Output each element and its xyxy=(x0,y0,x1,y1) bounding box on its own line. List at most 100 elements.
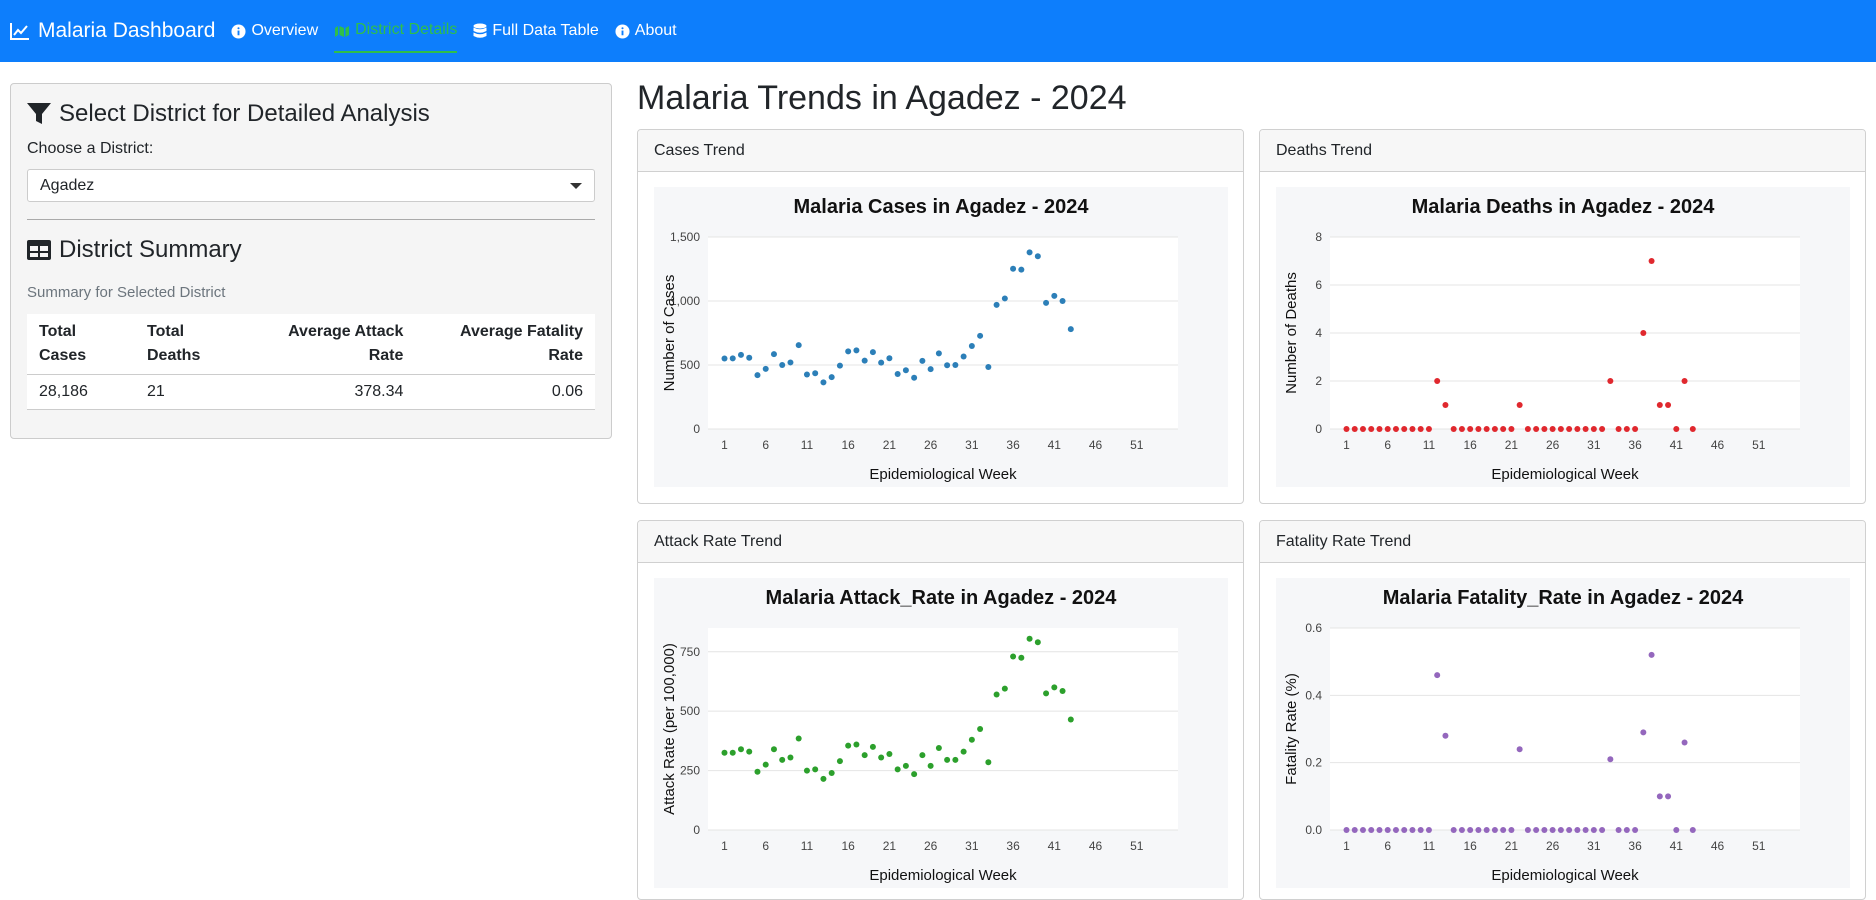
y-tick-label: 0 xyxy=(1315,422,1322,436)
data-point xyxy=(746,354,753,361)
x-tick-label: 46 xyxy=(1711,438,1725,452)
data-point xyxy=(1392,426,1399,432)
data-point xyxy=(795,342,802,349)
data-point xyxy=(779,756,786,763)
data-point xyxy=(886,355,893,362)
x-tick-label: 6 xyxy=(1384,839,1391,853)
nav-full-data-table-label: Full Data Table xyxy=(492,22,599,39)
attack-rate-trend-card: Attack Rate Trend 0 250 500 750 1 6 11 16 21 26 31… xyxy=(637,520,1244,900)
data-point xyxy=(1566,827,1573,833)
x-tick-label: 51 xyxy=(1130,438,1144,452)
attack-rate-chart-area: 0 250 500 750 1 6 11 16 21 26 31 36 41 46 51 Malaria At… xyxy=(654,578,1228,888)
data-point xyxy=(1026,635,1033,642)
x-axis-label: Epidemiological Week xyxy=(869,466,1017,483)
data-point xyxy=(919,752,926,759)
x-tick-label: 51 xyxy=(1752,839,1766,853)
x-tick-label: 31 xyxy=(1587,839,1601,853)
data-point xyxy=(1442,402,1449,408)
x-tick-label: 36 xyxy=(1628,438,1642,452)
nav-overview[interactable]: Overview xyxy=(231,9,318,53)
y-tick-label: 0.6 xyxy=(1305,621,1322,635)
x-tick-label: 41 xyxy=(1670,438,1684,452)
y-tick-label: 4 xyxy=(1315,326,1322,340)
fatality-rate-chart: 0.00.20.40.61 6 11 16 21 26 31 36 41 46 51Malaria … xyxy=(1283,587,1800,884)
y-axis-label: Fatality Rate (%) xyxy=(1283,673,1300,785)
nav-district-details[interactable]: District Details xyxy=(334,9,458,53)
navbar: Malaria Dashboard Overview District Deta… xyxy=(0,0,1876,62)
data-point xyxy=(828,374,835,381)
data-point xyxy=(968,736,975,743)
x-tick-label: 41 xyxy=(1670,839,1684,853)
x-tick-label: 36 xyxy=(1006,438,1020,452)
data-point xyxy=(1524,827,1531,833)
data-point xyxy=(1434,378,1441,384)
data-point xyxy=(1508,827,1515,833)
chart-title: Malaria Fatality_Rate in Agadez - 2024 xyxy=(1383,587,1744,609)
nav-about[interactable]: About xyxy=(615,9,677,53)
x-tick-label: 36 xyxy=(1628,839,1642,853)
data-point xyxy=(845,742,852,749)
y-tick-label: 8 xyxy=(1315,230,1322,244)
data-point xyxy=(1425,426,1432,432)
x-tick-label: 16 xyxy=(1463,839,1477,853)
data-point xyxy=(812,370,819,377)
data-point xyxy=(1409,827,1416,833)
data-point xyxy=(861,357,868,364)
data-point xyxy=(836,362,843,369)
data-point xyxy=(977,726,984,732)
data-point xyxy=(1648,258,1655,264)
data-point xyxy=(853,741,860,748)
x-tick-label: 21 xyxy=(1505,438,1519,452)
x-tick-label: 26 xyxy=(1546,438,1560,452)
data-point xyxy=(1557,426,1564,432)
data-point xyxy=(1483,827,1490,833)
data-point xyxy=(869,349,876,356)
x-tick-label: 26 xyxy=(924,438,938,452)
x-tick-label: 16 xyxy=(1463,438,1477,452)
data-point xyxy=(993,301,1000,308)
data-point xyxy=(1467,426,1474,432)
y-tick-label: 6 xyxy=(1315,278,1322,292)
table-header-row: Total Cases Total Deaths Average Attack … xyxy=(27,314,595,375)
data-point xyxy=(1026,249,1033,256)
divider xyxy=(27,219,595,220)
page-title: Malaria Trends in Agadez - 2024 xyxy=(637,79,1127,117)
y-tick-label: 500 xyxy=(680,358,700,372)
data-point xyxy=(1059,298,1066,304)
district-summary-heading-text: District Summary xyxy=(59,236,242,263)
data-point xyxy=(729,355,736,362)
data-point xyxy=(770,351,777,358)
nav-full-data-table[interactable]: Full Data Table xyxy=(473,9,599,53)
district-summary-heading: District Summary xyxy=(27,236,242,264)
data-point xyxy=(729,749,736,756)
nav-about-label: About xyxy=(634,22,677,39)
data-point xyxy=(1656,402,1663,408)
x-tick-label: 21 xyxy=(883,839,897,853)
data-point xyxy=(894,370,901,377)
data-point xyxy=(1051,684,1058,691)
x-tick-label: 31 xyxy=(965,839,979,853)
data-point xyxy=(1001,685,1008,692)
brand[interactable]: Malaria Dashboard xyxy=(10,19,215,43)
data-point xyxy=(1574,426,1581,432)
table-header: Total Cases xyxy=(27,314,135,375)
data-point xyxy=(1508,426,1515,432)
data-point xyxy=(1681,378,1688,384)
data-point xyxy=(960,353,967,360)
district-select[interactable]: Agadez xyxy=(27,169,595,202)
cases-chart-area: 0 500 1,000 1,500 1 6 11 16 21 26 31 36 41 46 51 Malari… xyxy=(654,187,1228,487)
x-tick-label: 16 xyxy=(841,438,855,452)
data-point xyxy=(1051,292,1058,299)
data-point xyxy=(1615,426,1622,432)
data-point xyxy=(878,754,885,761)
plot-background xyxy=(1330,628,1800,830)
table-header: Average Fatality Rate xyxy=(415,314,595,375)
data-point xyxy=(1533,827,1540,833)
data-point xyxy=(985,759,992,766)
data-point xyxy=(754,768,761,775)
chart-title: Malaria Attack_Rate in Agadez - 2024 xyxy=(766,587,1118,609)
table-cell: 21 xyxy=(135,374,243,410)
x-axis-label: Epidemiological Week xyxy=(869,867,1017,884)
data-point xyxy=(1673,827,1680,833)
data-point xyxy=(853,347,860,354)
